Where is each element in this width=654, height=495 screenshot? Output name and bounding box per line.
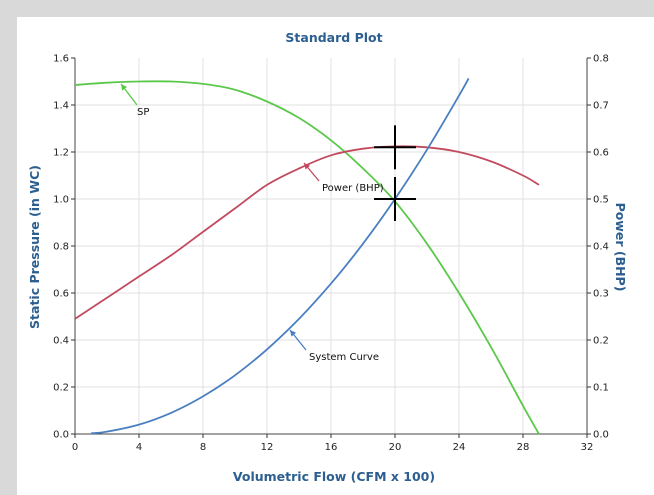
annotation-label: System Curve [309,352,379,363]
series-lines [74,77,540,435]
y2-tick-label: 0.7 [593,101,609,112]
x-tick-label: 24 [453,442,466,453]
x-tick-label: 12 [261,442,274,453]
series-line-power-bhp [74,145,540,320]
grid [75,58,587,434]
x-tick-label: 20 [389,442,402,453]
y-tick-label: 1.2 [53,148,69,159]
y-tick-label: 0.2 [53,383,69,394]
annotations: SP Power (BHP) System Curve [120,83,384,363]
x-tick-label: 32 [581,442,594,453]
y2-tick-label: 0.8 [593,54,609,65]
y-tick-label: 0.6 [53,289,69,300]
x-tick-label: 16 [325,442,338,453]
y2-tick-label: 0.2 [593,336,609,347]
y-axis-title: Static Pressure (in WC) [27,165,42,329]
y-tick-label: 0.0 [53,430,69,441]
annotation-arrowhead [121,84,127,91]
annotation-label: Power (BHP) [322,183,384,194]
annotation-arrowhead [290,330,297,337]
y-tick-label: 0.8 [53,242,69,253]
annotation-label: SP [137,107,149,118]
x-tick-label: 4 [136,442,142,453]
x-tick-label: 8 [200,442,206,453]
y2-tick-label: 0.5 [593,195,609,206]
chart-panel: Standard Plot Volumetric Flow (CFM x 100… [17,17,654,495]
x-tick-label: 0 [72,442,78,453]
axes: 0 4 8 12 16 20 24 28 320.00.20.40.60.81.01.21.41… [53,54,609,454]
x-axis-title: Volumetric Flow (CFM x 100) [233,469,435,484]
y2-tick-label: 0.6 [593,148,609,159]
series-line-sp [74,80,540,435]
y2-axis-title: Power (BHP) [613,203,628,292]
y2-tick-label: 0.3 [593,289,609,300]
crosshair-markers [374,125,416,221]
y-tick-label: 1.6 [53,54,69,65]
y-tick-label: 1.0 [53,195,69,206]
chart-canvas: Standard Plot Volumetric Flow (CFM x 100… [27,30,628,484]
annotation-arrowhead [304,163,311,170]
y2-tick-label: 0.0 [593,430,609,441]
y-tick-label: 0.4 [53,336,69,347]
chart-title: Standard Plot [285,30,382,45]
y2-tick-label: 0.1 [593,383,609,394]
series-line-system-curve [90,77,470,435]
x-tick-label: 28 [517,442,530,453]
y2-tick-label: 0.4 [593,242,609,253]
y-tick-label: 1.4 [53,101,69,112]
